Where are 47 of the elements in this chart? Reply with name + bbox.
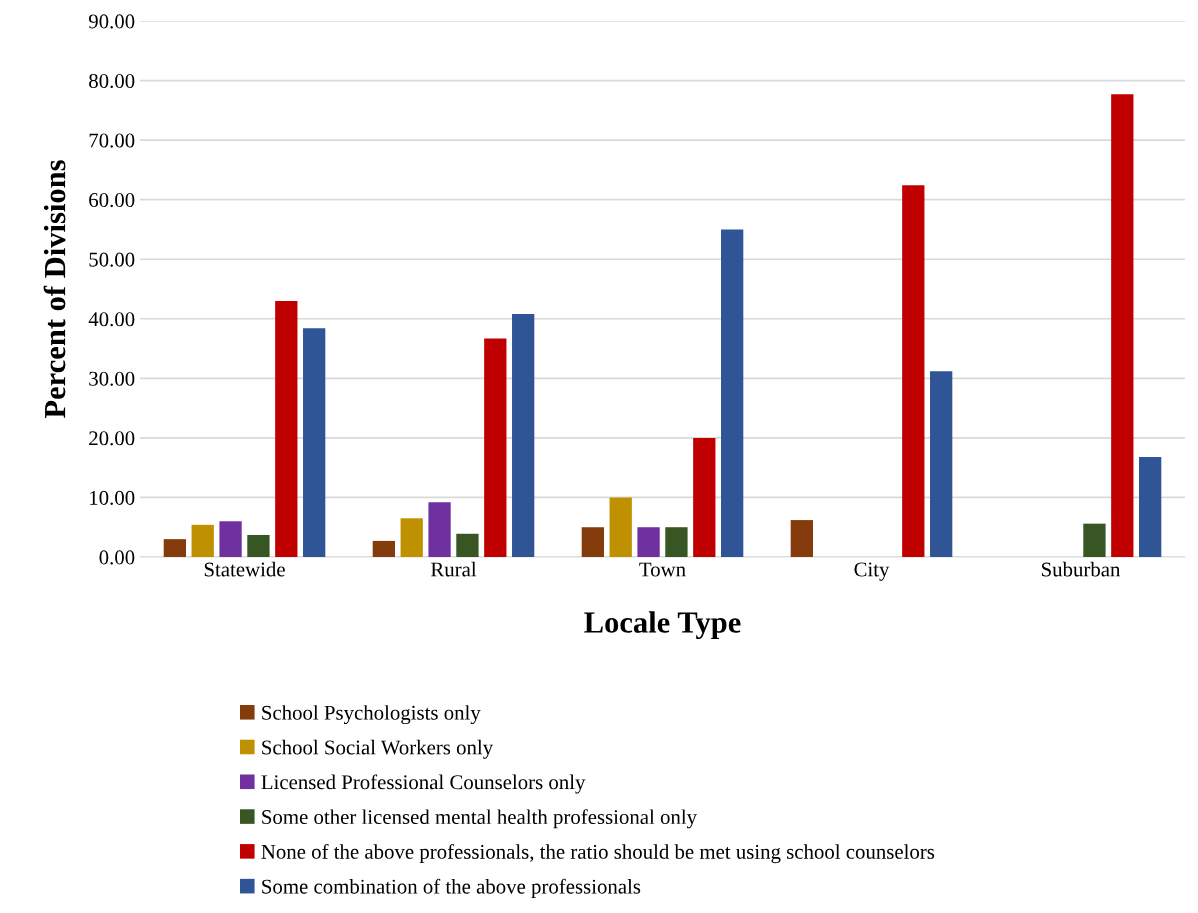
y-tick-label: 90.00	[88, 14, 135, 29]
bar	[275, 300, 298, 557]
y-tick-label: 80.00	[89, 73, 135, 89]
bar	[609, 497, 632, 557]
y-tick-label: 30.00	[89, 371, 135, 386]
legend-label: Some other licensed mental health professional only	[262, 809, 697, 829]
bar	[372, 540, 395, 557]
bar	[247, 534, 270, 557]
x-tick-label: Rural	[430, 561, 477, 577]
y-tick-label: 40.00	[88, 312, 135, 327]
legend-label: Some combination of the above professionals	[262, 878, 641, 898]
y-tick-label: 60.00	[89, 193, 135, 208]
y-tick-label: 10.00	[90, 490, 135, 505]
bar	[400, 518, 423, 557]
y-tick-label: 20.00	[89, 431, 135, 446]
bar	[581, 527, 604, 557]
bar	[930, 371, 953, 557]
x-tick-label: City	[854, 562, 890, 581]
legend-label: School Psychologists only	[262, 705, 481, 725]
x-tick-label: Town	[639, 562, 686, 577]
bar	[1139, 456, 1162, 557]
bar	[428, 502, 451, 557]
bar	[303, 328, 326, 557]
bar	[665, 527, 688, 557]
bar	[693, 437, 716, 557]
bar	[512, 314, 535, 557]
x-tick-label: Statewide	[204, 561, 285, 577]
legend-label: Licensed Professional Counselors only	[261, 774, 586, 794]
y-tick-label: 70.00	[89, 133, 135, 148]
bar	[191, 524, 214, 557]
bar	[902, 185, 925, 557]
bar	[1083, 523, 1106, 557]
legend-label: None of the above professionals, the ratio should be met using school counselors	[261, 843, 935, 864]
bar	[1111, 94, 1134, 557]
y-tick-label: 50.00	[89, 252, 135, 267]
y-tick-label: 0.00	[99, 550, 135, 565]
legend-label: School Social Workers only	[262, 739, 494, 759]
bar	[456, 533, 479, 557]
bar	[484, 338, 507, 557]
bar	[790, 520, 813, 557]
y-axis-title: Percent of Divisions	[43, 160, 66, 419]
x-axis-title: Locale Type	[584, 611, 741, 640]
bar	[721, 229, 744, 557]
x-tick-label: Suburban	[1041, 561, 1121, 577]
bar	[637, 527, 660, 557]
bar	[219, 521, 242, 557]
bar	[163, 539, 186, 557]
